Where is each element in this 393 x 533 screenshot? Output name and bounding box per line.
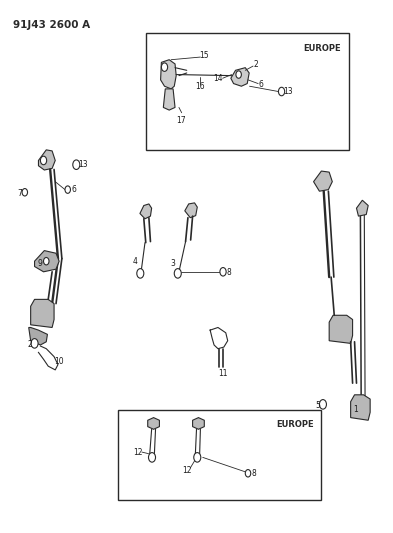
Text: 5: 5 <box>316 401 321 410</box>
Text: 3: 3 <box>171 260 176 268</box>
Text: 13: 13 <box>283 87 293 96</box>
Polygon shape <box>31 300 54 327</box>
Circle shape <box>220 268 226 276</box>
Text: 9: 9 <box>38 260 43 268</box>
Circle shape <box>320 400 327 409</box>
FancyBboxPatch shape <box>118 410 321 500</box>
Circle shape <box>137 269 144 278</box>
Circle shape <box>40 156 47 165</box>
Text: 6: 6 <box>71 185 76 194</box>
Polygon shape <box>329 316 353 343</box>
Text: 13: 13 <box>78 160 87 169</box>
Text: 2: 2 <box>254 60 259 69</box>
Text: EUROPE: EUROPE <box>276 420 314 429</box>
Text: 2: 2 <box>27 341 32 350</box>
Text: 4: 4 <box>132 257 137 265</box>
Circle shape <box>174 269 181 278</box>
Text: EUROPE: EUROPE <box>303 44 341 53</box>
Text: 16: 16 <box>196 82 205 91</box>
Circle shape <box>44 257 49 265</box>
Circle shape <box>149 453 156 462</box>
Text: 17: 17 <box>176 116 186 125</box>
Polygon shape <box>163 89 175 110</box>
Polygon shape <box>356 200 368 216</box>
Text: 15: 15 <box>200 51 209 60</box>
Circle shape <box>279 87 285 96</box>
Circle shape <box>31 338 38 348</box>
Polygon shape <box>140 204 152 219</box>
Text: 14: 14 <box>213 74 223 83</box>
Polygon shape <box>161 60 176 89</box>
Circle shape <box>73 160 80 169</box>
Text: 12: 12 <box>133 448 143 457</box>
Circle shape <box>162 63 168 71</box>
Polygon shape <box>351 395 370 420</box>
Polygon shape <box>39 150 55 170</box>
Polygon shape <box>148 418 160 429</box>
Text: 91J43 2600 A: 91J43 2600 A <box>13 20 90 30</box>
Text: 6: 6 <box>259 80 264 89</box>
Circle shape <box>236 71 241 78</box>
Polygon shape <box>35 251 59 272</box>
Text: 12: 12 <box>182 466 191 475</box>
Circle shape <box>22 189 28 196</box>
Circle shape <box>245 470 251 477</box>
Text: 7: 7 <box>18 189 22 198</box>
Polygon shape <box>185 203 197 217</box>
Circle shape <box>65 186 70 193</box>
Circle shape <box>194 453 201 462</box>
Text: 1: 1 <box>353 405 358 414</box>
Text: 11: 11 <box>218 369 228 378</box>
Polygon shape <box>231 68 249 86</box>
Text: 8: 8 <box>226 268 231 277</box>
Polygon shape <box>314 171 332 191</box>
Text: 10: 10 <box>54 358 64 367</box>
Text: 8: 8 <box>252 469 257 478</box>
Polygon shape <box>29 327 48 345</box>
Polygon shape <box>193 418 204 429</box>
FancyBboxPatch shape <box>146 33 349 150</box>
